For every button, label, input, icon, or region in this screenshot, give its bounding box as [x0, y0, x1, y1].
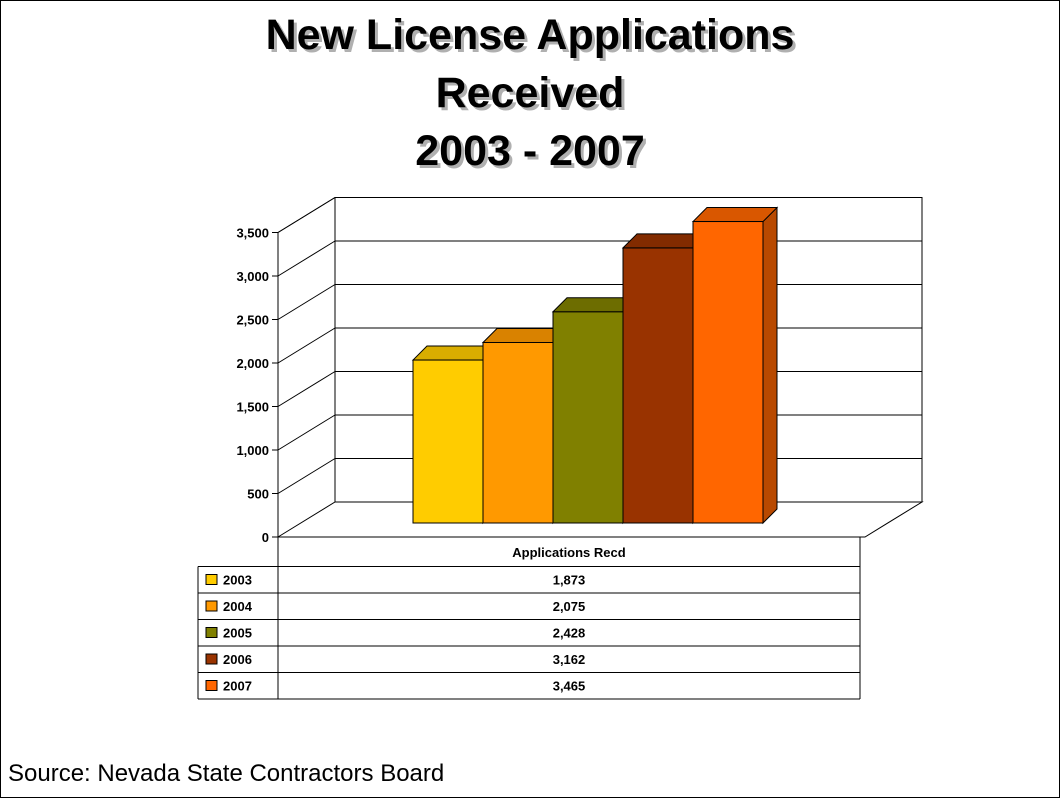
title-line-1: New License Applications	[265, 11, 795, 59]
y-tick-label: 1,500	[236, 400, 269, 415]
title-line-2: Received	[435, 69, 625, 117]
data-label: 3,162	[553, 652, 586, 667]
y-tick-label: 3,500	[236, 226, 269, 241]
y-tick-label: 500	[247, 487, 269, 502]
data-label: 3,465	[553, 679, 586, 694]
y-axis: 0 500 1,000 1,500 2,000 2,500 3,000 3,500	[236, 226, 278, 545]
legend-label: 2003	[223, 573, 252, 588]
bar-front-2006	[622, 247, 694, 524]
gridline-side	[277, 327, 336, 364]
y-tick-label: 0	[262, 530, 269, 545]
bar-chart: 0 500 1,000 1,500 2,000 2,500 3,000 3,500 Appli…	[197, 197, 924, 700]
legend-swatch-2007	[205, 680, 218, 691]
legend-label: 2007	[223, 679, 252, 694]
gridline-side	[277, 371, 336, 407]
data-table: Applications Recd 2003 1,873 2004 2,075 2005 2…	[197, 536, 861, 700]
gridline-side	[277, 284, 336, 320]
bar-2006	[621, 232, 709, 525]
bar-side-2007	[762, 206, 778, 525]
legend-label: 2005	[223, 626, 252, 641]
legend-swatch-2006	[205, 653, 218, 665]
y-tick-label: 1,000	[236, 443, 269, 458]
bar-front-2003	[412, 359, 484, 524]
gridline-side	[277, 414, 336, 451]
y-tick-label: 2,000	[236, 356, 269, 371]
y-tick-label: 2,500	[236, 313, 269, 328]
source-note: Source: Nevada State Contractors Board	[8, 760, 445, 787]
bar-front-2004	[482, 341, 554, 524]
bars	[411, 206, 779, 525]
chart-title: New License Applications Received 2003 -…	[0, 6, 1060, 180]
bar-front-2007	[692, 221, 764, 524]
gridline-side	[277, 240, 336, 277]
gridline-side	[277, 458, 336, 494]
data-label: 2,428	[553, 626, 586, 641]
table-header: Applications Recd	[512, 545, 625, 560]
bar-2007	[691, 206, 779, 525]
data-label: 1,873	[553, 573, 586, 588]
legend-swatch-2003	[205, 574, 218, 585]
legend-label: 2006	[223, 652, 252, 667]
legend-label: 2004	[223, 599, 253, 614]
legend-swatch-2004	[205, 600, 218, 612]
bar-top-2007	[691, 207, 779, 223]
gridline-side	[277, 197, 336, 233]
legend-swatch-2005	[205, 627, 218, 638]
bar-front-2005	[552, 311, 624, 524]
y-tick-label: 3,000	[236, 269, 269, 284]
data-label: 2,075	[553, 599, 586, 614]
title-line-3: 2003 - 2007	[415, 127, 645, 175]
